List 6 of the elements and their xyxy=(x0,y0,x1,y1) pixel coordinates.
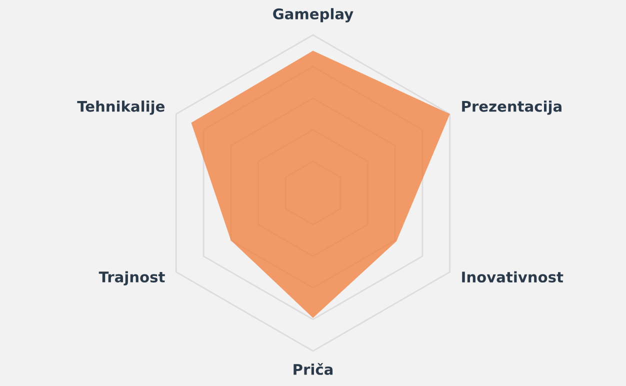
spoke-label: Trajnost xyxy=(98,271,165,286)
spoke-label: Prezentacija xyxy=(462,100,562,115)
spoke-label: Inovativnost xyxy=(462,271,564,283)
spoke-label: Priča xyxy=(294,363,333,375)
spoke-label: Tehnikalije xyxy=(77,100,165,115)
spoke-label: Gameplay xyxy=(273,8,354,22)
